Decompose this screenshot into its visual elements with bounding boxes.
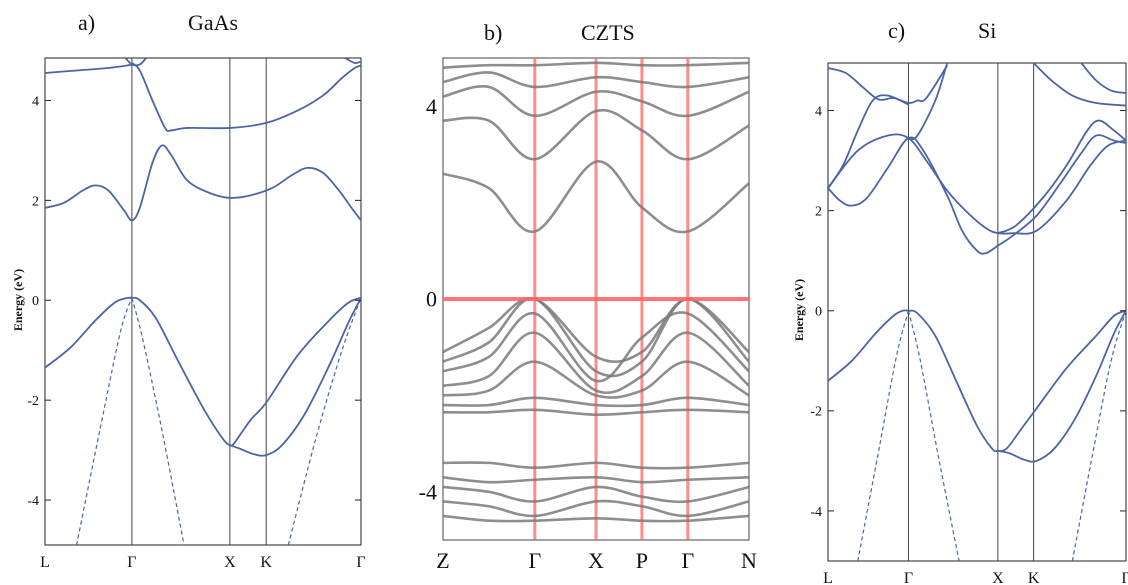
conduction-band-0 — [443, 160, 749, 234]
kpoint-label: K — [1028, 570, 1040, 585]
band-1 — [997, 310, 1126, 463]
y-tick-label: 2 — [32, 194, 39, 209]
dashed-band-2 — [857, 310, 910, 561]
y-tick-label: 4 — [32, 94, 39, 109]
kpoint-label: Γ — [681, 548, 694, 573]
dashed-band-2 — [76, 297, 133, 545]
kpoint-label: K — [260, 554, 272, 571]
panel-b-title: CZTS — [581, 20, 635, 45]
kpoint-label: X — [224, 554, 236, 571]
valence-band-8 — [443, 475, 749, 484]
y-tick-label: 2 — [815, 205, 822, 220]
dashed-band-3 — [131, 297, 185, 545]
panel-a-title: GaAs — [188, 10, 238, 35]
panel-c-plot: Energy (eV) -4 -2 0 2 4 L Γ X K Γ — [792, 62, 1128, 585]
panel-a-ylabel: Energy (eV) — [11, 269, 25, 331]
dashed-band-4 — [287, 297, 361, 545]
band-5 — [828, 134, 1126, 255]
valence-band-5 — [443, 396, 749, 408]
valence-band-3 — [443, 331, 749, 395]
y-tick-label: -4 — [810, 505, 822, 520]
band-1 — [229, 297, 361, 457]
kpoint-label: Γ — [356, 554, 365, 571]
y-tick-label: -4 — [419, 480, 437, 505]
band-8 — [124, 58, 147, 67]
kpoint-label: Z — [436, 548, 449, 573]
panel-a-label: a) — [78, 10, 95, 35]
band-9 — [344, 58, 361, 65]
y-tick-label: -4 — [27, 494, 39, 509]
y-tick-label: 0 — [426, 287, 437, 312]
valence-band-2 — [443, 311, 749, 383]
band-8 — [828, 94, 909, 189]
band-11 — [1032, 63, 1126, 107]
kpoint-label: L — [823, 570, 833, 585]
kpoint-label: X — [588, 548, 604, 573]
band-0 — [45, 296, 361, 447]
panel-a-frame — [44, 57, 362, 546]
band-7 — [45, 63, 133, 74]
band-9 — [908, 63, 949, 140]
y-tick-label: 0 — [32, 294, 39, 309]
conduction-band-4 — [443, 61, 749, 69]
conduction-band-2 — [443, 85, 749, 118]
band-6 — [131, 62, 361, 132]
panel-a-plot: Energy (eV) -4 -2 0 2 4 L Γ X K Γ — [11, 57, 366, 571]
band-12 — [1080, 63, 1126, 94]
kpoint-label: Γ — [1121, 570, 1128, 585]
y-tick-label: -2 — [810, 405, 822, 420]
valence-band-6 — [443, 408, 749, 417]
conduction-band-3 — [443, 71, 749, 89]
panel-c-frame — [827, 62, 1127, 562]
kpoint-label: Γ — [528, 548, 541, 573]
valence-band-9 — [443, 485, 749, 504]
kpoint-label: X — [992, 570, 1004, 585]
kpoint-label: N — [741, 548, 757, 573]
valence-band-11 — [443, 514, 749, 523]
y-tick-label: -2 — [27, 394, 39, 409]
kpoint-label: Γ — [127, 554, 136, 571]
valence-band-7 — [443, 461, 749, 470]
valence-band-10 — [443, 499, 749, 518]
panel-c-label: c) — [888, 18, 905, 43]
kpoint-label: L — [40, 554, 50, 571]
panel-c-title: Si — [978, 18, 996, 43]
band-10 — [997, 119, 1126, 235]
valence-band-4 — [443, 360, 749, 399]
band-0 — [828, 309, 1126, 453]
plot-area — [45, 58, 361, 545]
conduction-band-1 — [443, 108, 749, 161]
kpoint-label: P — [636, 548, 648, 573]
y-tick-label: 4 — [815, 104, 822, 119]
plot-area — [443, 58, 749, 540]
y-tick-label: 4 — [426, 94, 437, 119]
y-tick-label: 0 — [815, 305, 822, 320]
plot-area — [828, 63, 1126, 561]
kpoint-label: Γ — [904, 570, 913, 585]
panel-b-label: b) — [484, 20, 502, 45]
panel-b-plot: -4 0 4 Z Γ X P Γ N — [419, 57, 757, 573]
band-5 — [45, 144, 361, 222]
dashed-band-4 — [1071, 310, 1126, 561]
band-6 — [828, 133, 1126, 235]
panel-c-ylabel: Energy (eV) — [792, 279, 806, 341]
